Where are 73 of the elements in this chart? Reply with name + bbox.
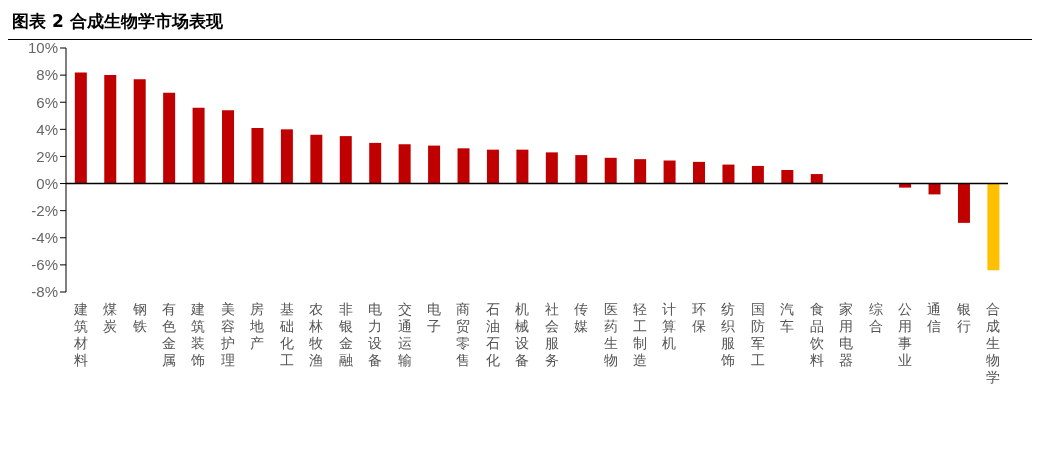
x-tick-label: 环保 [691,301,706,334]
bar [751,165,764,184]
bar [899,183,912,188]
y-tick-label: 6% [36,93,58,111]
bar [222,110,235,184]
bar [369,142,382,184]
bar [957,183,970,223]
bar [74,72,87,184]
x-tick-label: 交通运输 [397,301,412,368]
x-tick-label: 房地产 [249,301,265,351]
y-tick-label: -4% [31,229,58,247]
x-tick-label: 建筑材料 [72,301,88,368]
y-tick-label: 2% [36,147,58,165]
y-tick-label: 10% [27,39,58,57]
x-tick-label: 食品饮料 [808,301,824,368]
x-tick-label: 建筑装饰 [190,301,206,368]
y-tick-label: 4% [36,120,58,138]
x-tick-label: 国防军工 [750,301,765,368]
x-tick-label: 钢铁 [131,301,147,334]
x-tick-label: 汽车 [780,301,795,334]
x-tick-label: 美容护理 [219,301,235,368]
bar [192,107,205,184]
bar [104,75,117,184]
bar [545,152,558,184]
x-tick-label: 非银金融 [337,301,353,368]
x-tick-label: 家用电器 [839,301,854,368]
x-tick-label: 商贸零售 [456,301,471,368]
bar [516,149,529,184]
x-tick-label: 有色金属 [162,301,177,368]
x-tick-label: 社会服务 [544,301,559,368]
x-tick-label: 基础化工 [278,301,294,368]
bar [781,170,794,184]
bar [987,183,1000,271]
x-tick-label: 石油石化 [485,301,500,368]
y-tick-label: -2% [31,201,58,219]
x-tick-label: 计算机 [662,301,677,351]
x-tick-label: 电力设备 [368,301,383,368]
bar [428,145,441,184]
bar [663,160,676,184]
chart-title: 图表 2 合成生物学市场表现 [8,8,1032,40]
x-tick-label: 综合 [868,301,883,334]
x-tick-label: 电子 [426,301,441,334]
x-tick-label: 纺织服饰 [720,301,736,368]
y-tick-label: -6% [31,256,58,274]
x-tick-label: 公用事业 [897,301,912,368]
x-tick-label: 医药生物 [603,301,618,368]
bar [310,134,323,184]
bar [575,155,588,184]
bar [398,144,411,184]
bar [810,174,823,184]
bar [280,129,293,184]
x-tick-label: 传媒 [574,301,589,334]
bar [457,148,470,184]
y-tick-label: 8% [36,66,58,84]
bar [486,149,499,184]
bar [339,136,352,184]
bar [693,161,706,184]
x-tick-label: 通信 [927,301,942,334]
x-tick-label: 轻工制造 [633,301,648,368]
bar [634,159,647,184]
bar [163,92,176,184]
x-tick-label: 银行 [955,301,971,334]
bar [928,183,941,195]
bar [604,157,617,184]
bar [722,164,735,184]
y-tick-label: 0% [36,174,58,192]
y-tick-label: -8% [31,283,58,301]
x-tick-label: 农林牧渔 [308,301,324,368]
bar [133,79,146,184]
x-tick-label: 合成生物学 [986,301,1001,385]
x-tick-label: 机械设备 [515,301,530,368]
x-tick-label: 煤炭 [103,301,118,334]
bar [251,127,264,184]
